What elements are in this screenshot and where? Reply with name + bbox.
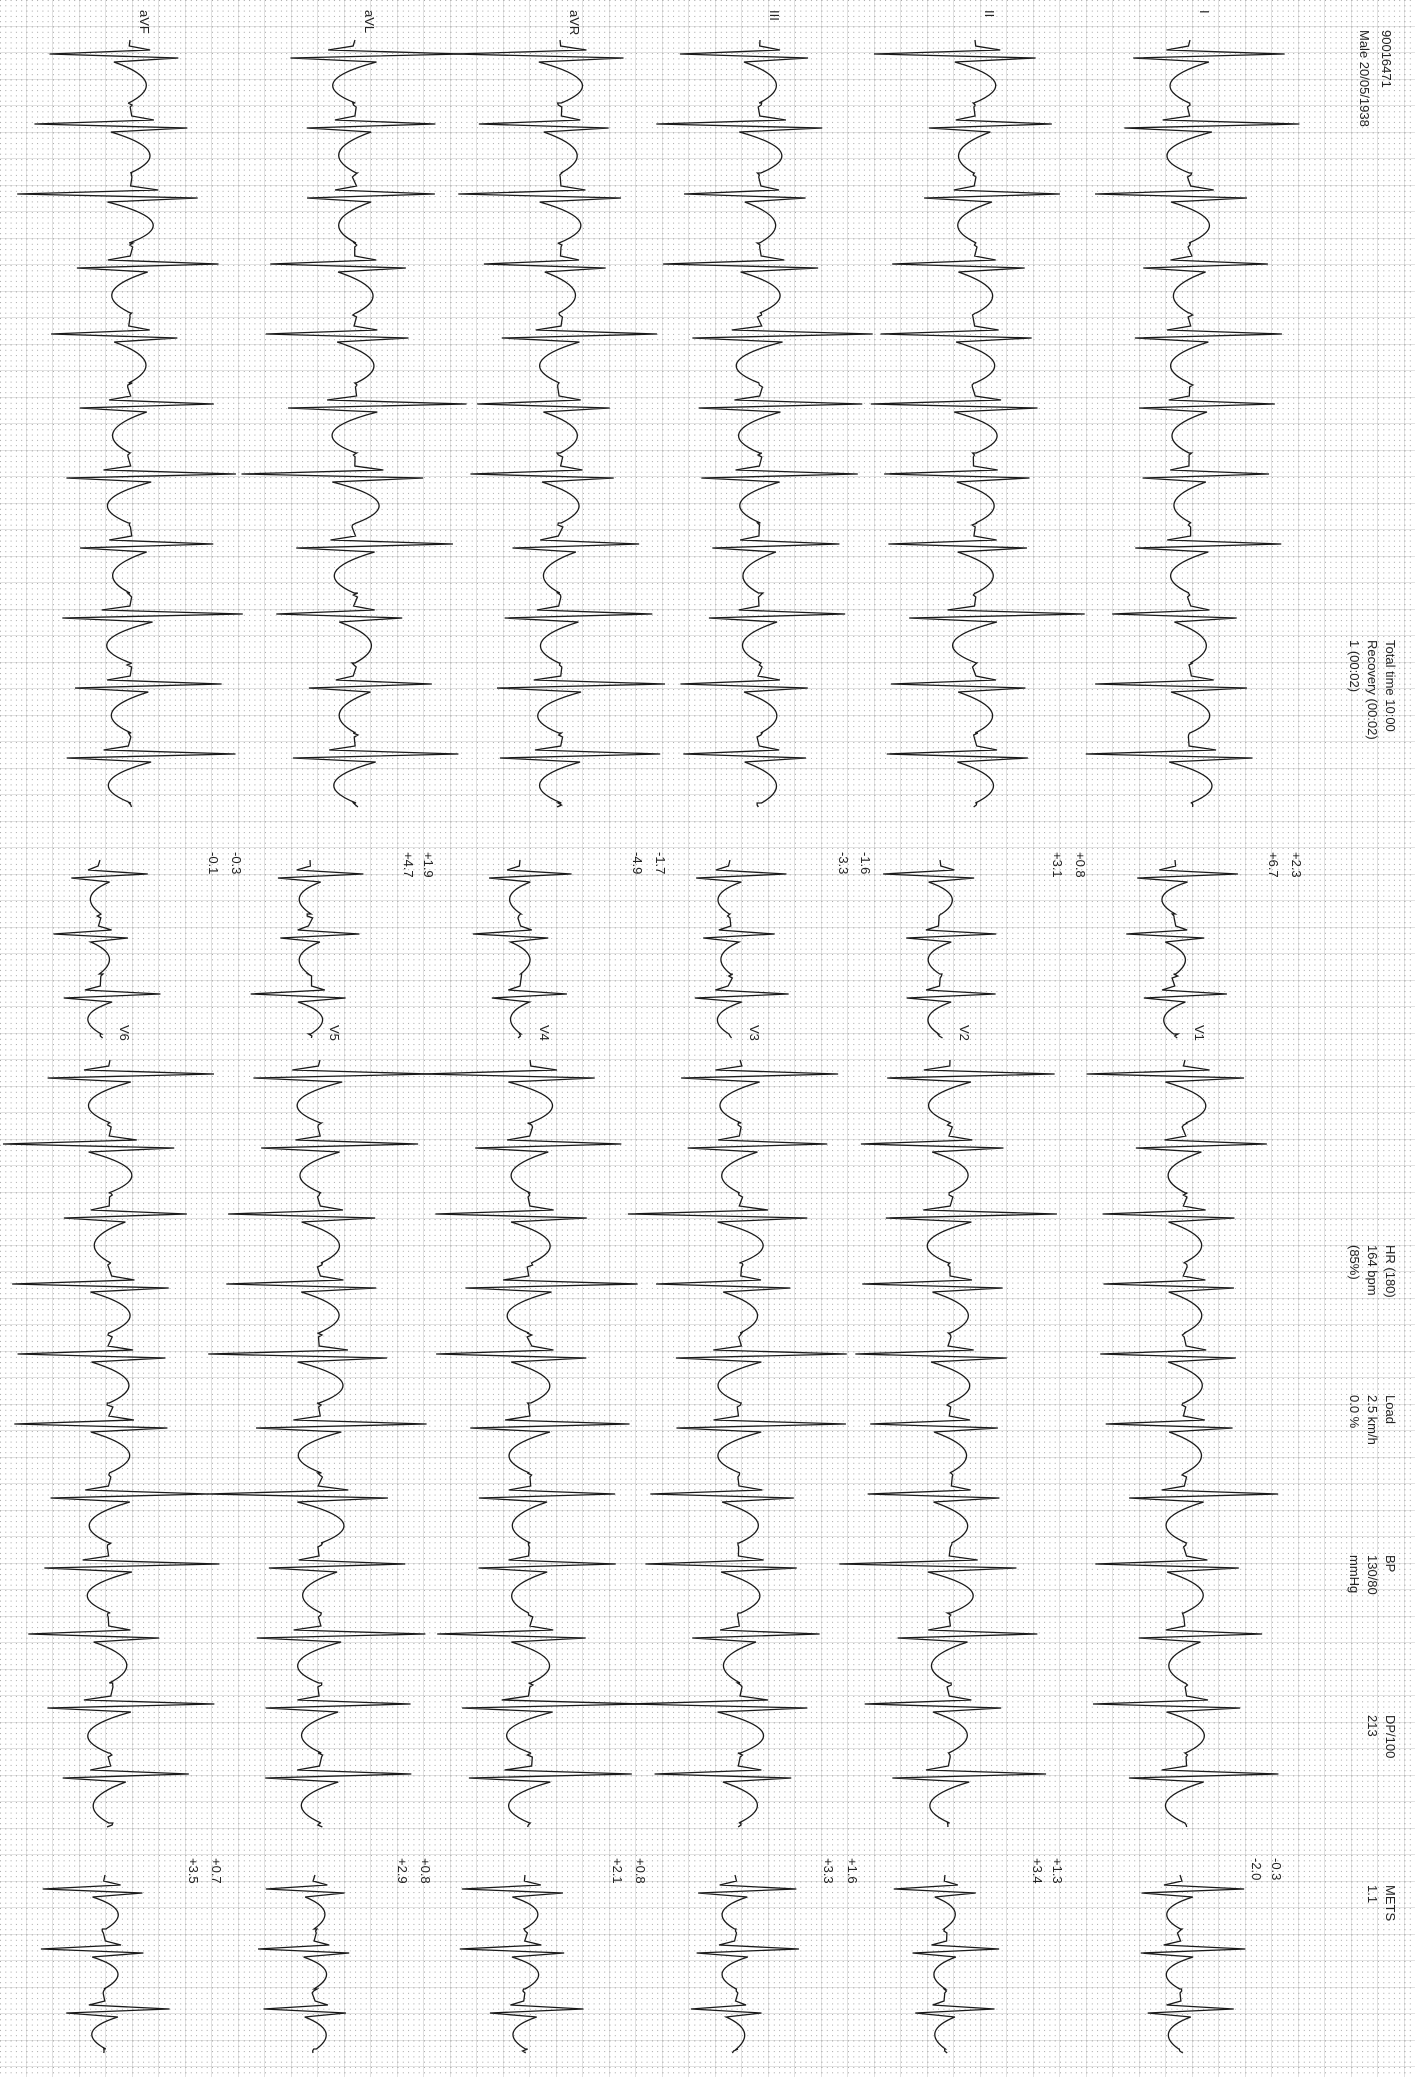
st-value: +3.4 [1030,1858,1045,1884]
header-speed: 2.5 km/h [1365,1395,1380,1445]
st-value: -0.1 [206,852,221,874]
ecg-trace [2,1059,220,1828]
ecg-trace [250,859,364,1039]
labels: 90016471 Male 20/05/1938 Total time 10:00R… [117,10,1398,1921]
st-value: +1.9 [421,852,436,878]
header-dp-label: DP/100 [1383,1715,1398,1758]
ecg-trace [694,859,789,1039]
st-value: +1.6 [845,1858,860,1884]
header-patient-info: Male 20/05/1938 [1357,30,1372,127]
st-value: +3.1 [1050,852,1065,878]
header-hr-percent: (85%) [1347,1245,1362,1280]
lead-label: V6 [117,1025,132,1041]
st-value: +6.7 [1266,852,1281,878]
header-bp-value: 130/80 [1365,1555,1380,1595]
lead-label: II [982,10,997,17]
ecg-trace [690,1874,799,2054]
ecg-trace [454,39,666,808]
ecg-trace [241,39,467,808]
st-value: +1.3 [1050,1858,1065,1884]
st-value: +3.5 [186,1858,201,1884]
traces [2,39,1300,2054]
lead-label: aVR [567,10,582,35]
ecg-trace [472,859,572,1039]
st-value: +0.8 [633,1858,648,1884]
ecg-trace [1140,1874,1246,2054]
st-value: -2.0 [1249,1858,1264,1880]
st-value: -1.6 [858,852,873,874]
header-dp-value: 213 [1365,1715,1380,1737]
st-value: -1.7 [653,852,668,874]
header-hr-value: 164 bpm [1365,1245,1380,1296]
st-value: -0.3 [1269,1858,1284,1880]
lead-label: V5 [327,1025,342,1041]
ecg-trace [870,39,1085,808]
lead-label: I [1197,10,1212,14]
st-value: +4.7 [401,852,416,878]
header-mets-value: 1.1 [1365,1885,1380,1903]
lead-label: V1 [1192,1025,1207,1041]
header-recovery: Recovery (00:02) [1365,640,1380,740]
lead-label: aVL [362,10,377,33]
st-value: +0.8 [1073,852,1088,878]
lead-label: III [767,10,782,21]
header-load-label: Load [1383,1395,1398,1424]
ecg-trace [422,1059,644,1828]
st-value: -4.9 [630,852,645,874]
ecg-trace [53,859,161,1039]
ecg-trace [883,859,997,1039]
lead-label: V2 [957,1025,972,1041]
lead-label: V3 [747,1025,762,1041]
st-value: -0.3 [229,852,244,874]
ecg-trace [258,1874,350,2054]
ecg-trace [627,1059,847,1828]
st-value: +2.3 [1289,852,1304,878]
st-value: +0.7 [209,1858,224,1884]
ecg-trace [206,1059,431,1828]
ecg-trace [17,39,243,808]
lead-label: V4 [537,1025,552,1041]
header-hr-label: HR (180) [1383,1245,1398,1298]
ecg-trace [656,39,873,808]
header-grade: 0.0 % [1347,1395,1362,1429]
st-value: +3.3 [821,1858,836,1884]
header-mets-label: METS [1383,1885,1398,1921]
header-patient-id: 90016471 [1379,30,1394,88]
header-total-time: Total time 10:00 [1383,640,1398,732]
header-bp-unit: mmHg [1347,1555,1362,1593]
ecg-trace [1085,39,1300,808]
ecg-trace [1126,859,1238,1039]
st-value: +2.1 [610,1858,625,1884]
ecg-trace [459,1874,584,2054]
lead-label: aVF [137,10,152,34]
st-value: +0.8 [418,1858,433,1884]
ecg-trace [839,1059,1057,1828]
header-stage: 1 (00:02) [1347,640,1362,692]
ecg-trace [40,1874,170,2054]
header-bp-label: BP [1383,1555,1398,1572]
st-value: -3.3 [836,852,851,874]
ecg-trace [893,1874,1000,2054]
st-value: +2.9 [395,1858,410,1884]
ecg-trace [1086,1059,1279,1828]
